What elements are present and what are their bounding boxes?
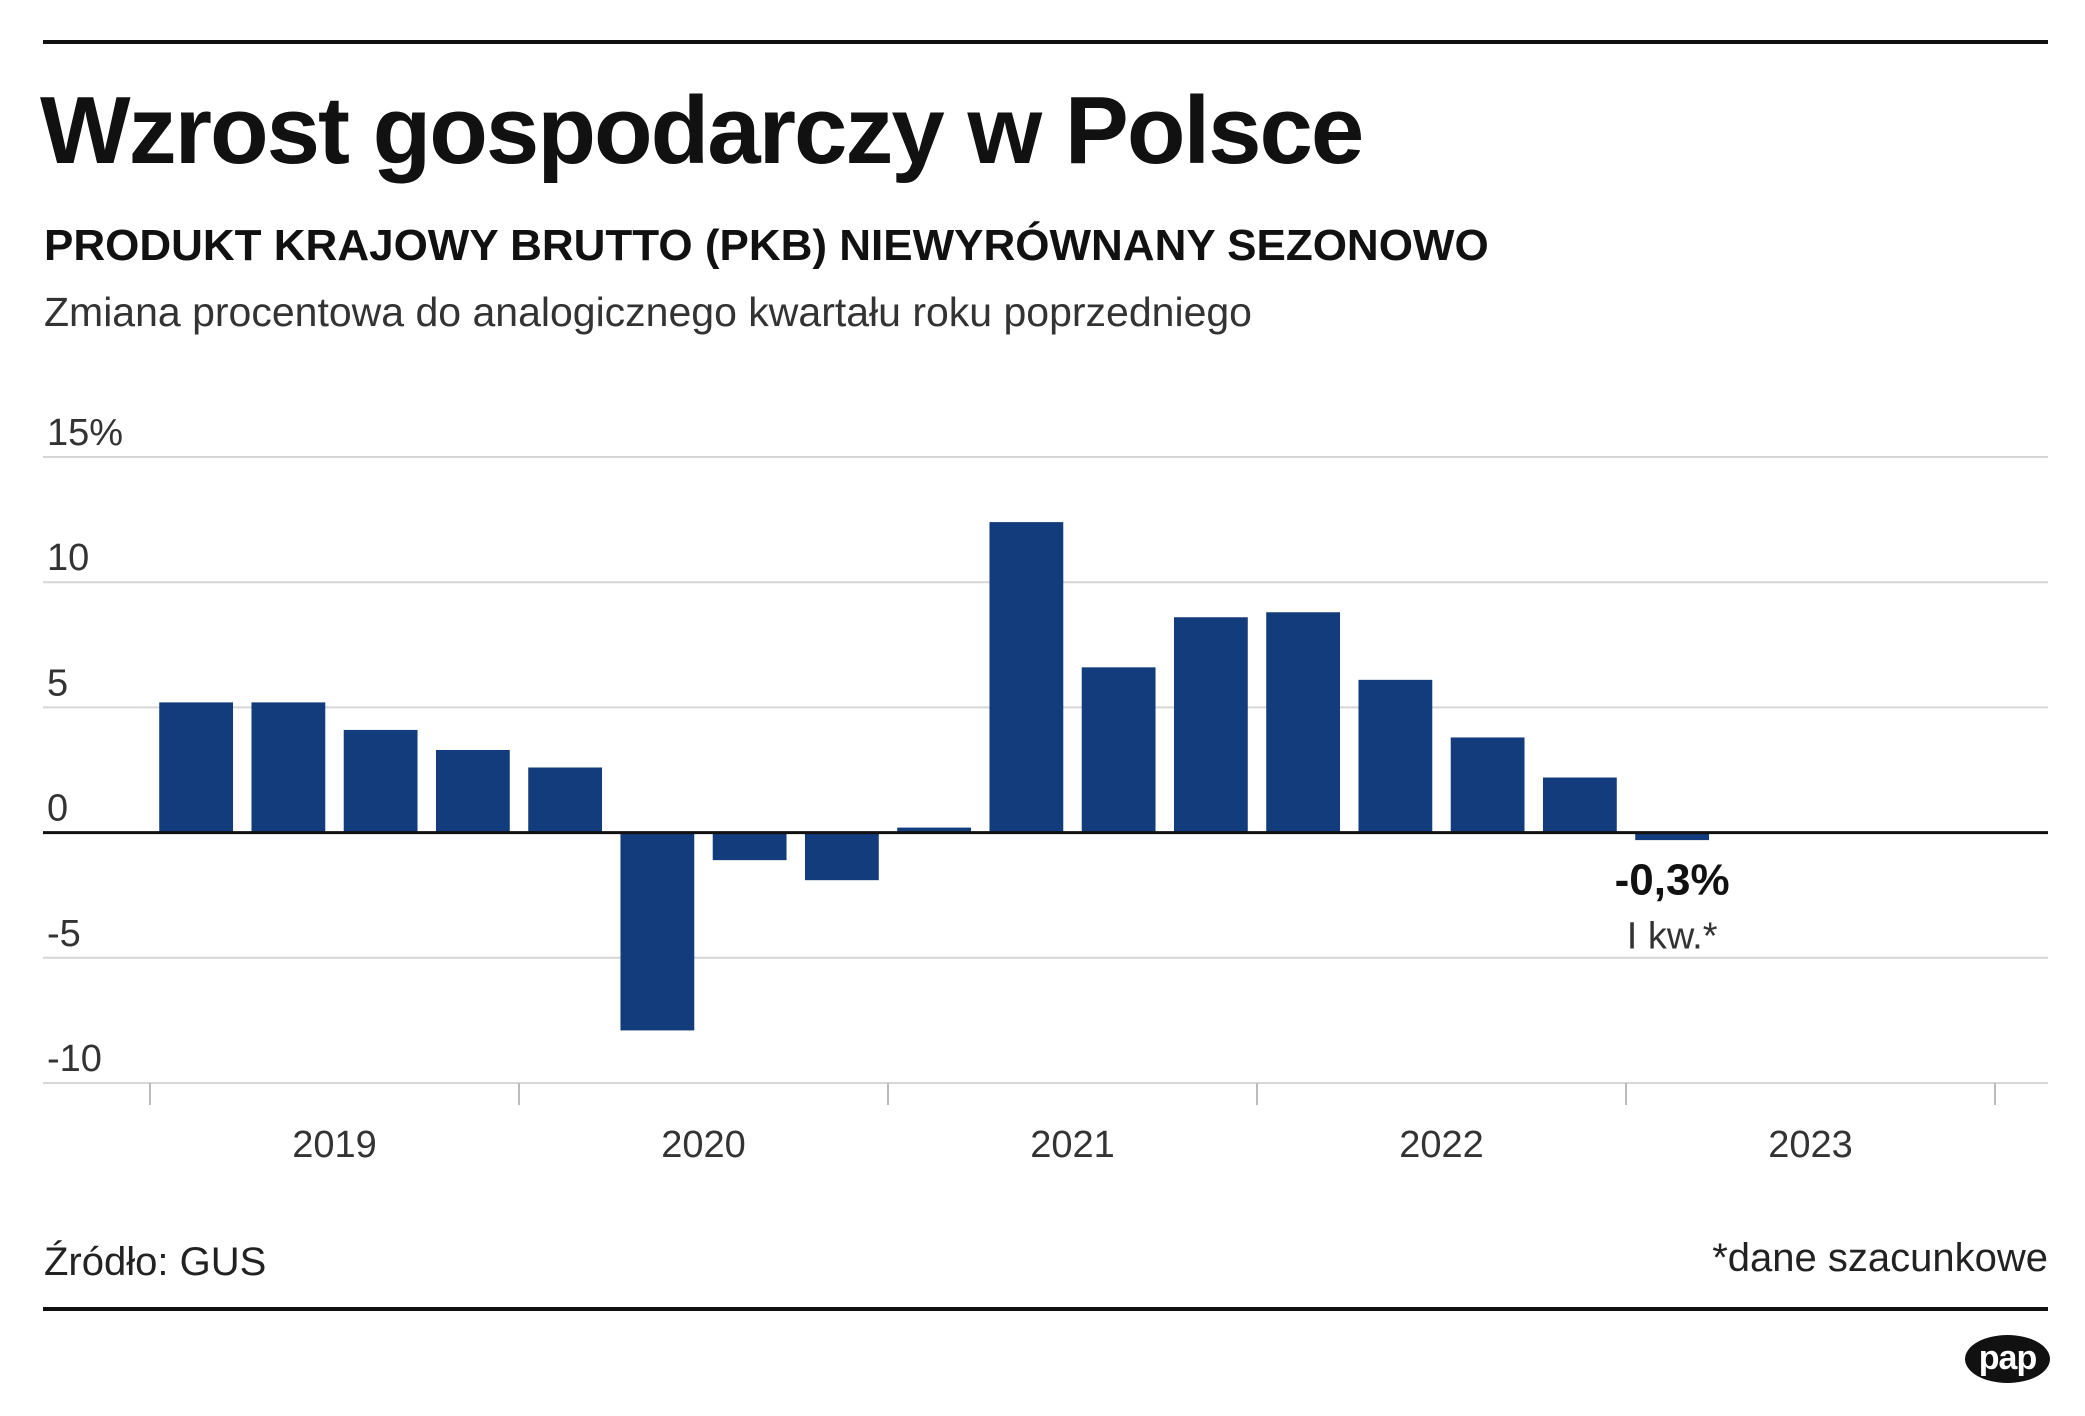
bar-2021-q3 xyxy=(1081,667,1156,833)
annotation: -0,3% I kw.* xyxy=(1615,856,1730,958)
y-tick-label: -10 xyxy=(47,1038,102,1080)
chart-description: Zmiana procentowa do analogicznego kwart… xyxy=(44,289,1252,335)
source-note: Źródło: GUS xyxy=(44,1240,267,1284)
annotation-label: I kw.* xyxy=(1627,916,1718,958)
page-title: Wzrost gospodarczy w Polsce xyxy=(40,77,1364,184)
bar-2021-q1 xyxy=(897,827,972,833)
x-tick-label-2022: 2022 xyxy=(1399,1124,1484,1166)
y-axis-ticks: 15% 10 5 0 -5 -10 xyxy=(47,412,123,1080)
top-rule xyxy=(43,40,2048,44)
bar-2022-q2 xyxy=(1358,679,1433,833)
bar-2019-q3 xyxy=(343,729,418,833)
y-tick-label: -5 xyxy=(47,913,81,955)
pap-logo: pap xyxy=(1965,1335,2050,1383)
y-tick-label: 5 xyxy=(47,662,68,704)
bar-2022-q1 xyxy=(1266,612,1341,833)
bar-2019-q2 xyxy=(251,702,326,833)
annotation-value: -0,3% xyxy=(1615,856,1730,905)
x-axis: 2019 2020 2021 2022 2023 xyxy=(43,1082,2048,1166)
bar-2020-q4 xyxy=(804,832,879,881)
bottom-rule xyxy=(43,1307,2048,1311)
bar-2020-q2 xyxy=(620,832,695,1031)
bar-2023-q1 xyxy=(1635,832,1710,841)
bar-2022-q4 xyxy=(1542,777,1617,833)
gdp-bar-chart: 15% 10 5 0 -5 -10 2019 2020 2021 2022 2023 -0,3% I… xyxy=(43,412,2048,1166)
bar-2021-q4 xyxy=(1173,617,1248,833)
y-tick-label: 0 xyxy=(47,788,68,830)
y-tick-label: 10 xyxy=(47,537,89,579)
x-tick-label-2021: 2021 xyxy=(1030,1124,1115,1166)
bar-2021-q2 xyxy=(989,522,1064,833)
bar-2019-q1 xyxy=(159,702,234,833)
bars xyxy=(159,522,1710,1031)
bar-2020-q3 xyxy=(712,832,787,861)
x-tick-label-2019: 2019 xyxy=(292,1124,377,1166)
x-tick-label-2023: 2023 xyxy=(1768,1124,1853,1166)
x-tick-label-2020: 2020 xyxy=(661,1124,746,1166)
bar-2020-q1 xyxy=(528,767,603,833)
bar-2019-q4 xyxy=(435,749,510,833)
y-tick-label: 15% xyxy=(47,412,123,454)
chart-subtitle: PRODUKT KRAJOWY BRUTTO (PKB) NIEWYRÓWNAN… xyxy=(44,221,1489,270)
estimate-footnote: *dane szacunkowe xyxy=(1712,1236,2048,1280)
bar-2022-q3 xyxy=(1450,737,1525,833)
